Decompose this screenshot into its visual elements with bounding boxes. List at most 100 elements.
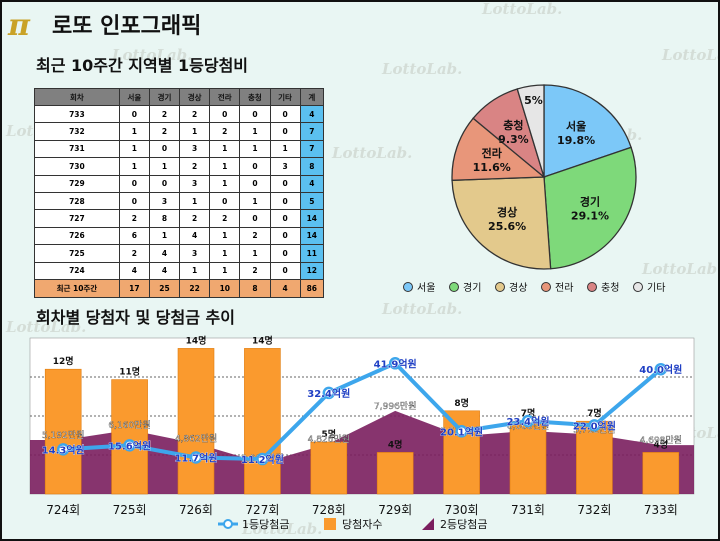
bar-data-label: 7명 — [587, 407, 602, 419]
legend-label: 2등당첨금 — [440, 518, 487, 531]
legend-bar-marker — [324, 518, 336, 530]
line-point — [588, 419, 601, 432]
line-point — [388, 357, 402, 370]
table-cell: 14 — [299, 226, 325, 246]
table-cell: 0 — [118, 104, 150, 124]
x-tick-label: 731회 — [511, 503, 545, 517]
table-cell: 1 — [239, 139, 271, 159]
bar-winners-724회 — [44, 368, 82, 495]
table-cell: 729 — [34, 174, 120, 193]
legend-area-marker — [422, 518, 434, 530]
bar-winners-726회 — [177, 348, 215, 495]
table-cell: 1 — [179, 261, 211, 280]
pie-slice-value: 11.6% — [473, 161, 511, 174]
pie-legend-marker — [587, 282, 597, 292]
table-cell: 3 — [179, 174, 211, 193]
table-row: 724 4 4 1 1 2 0 12 — [34, 261, 325, 280]
table-row: 731 1 0 3 1 1 1 7 — [34, 139, 325, 159]
table-summary-cell: 22 — [179, 278, 211, 298]
bar-data-label: 14명 — [186, 334, 207, 346]
watermark: LottoLab. — [482, 0, 563, 18]
line-point — [455, 425, 468, 438]
pie-slice-value: 29.1% — [571, 209, 609, 222]
table-header-cell: 충청 — [239, 88, 271, 106]
line-point — [521, 414, 535, 428]
pie-legend-marker — [541, 282, 551, 292]
watermark: LottoLab. — [112, 46, 193, 64]
table-cell: 1 — [209, 261, 241, 280]
table-cell: 11 — [299, 244, 325, 263]
line-point — [322, 386, 336, 400]
table-cell: 0 — [118, 174, 150, 193]
table-cell: 1 — [239, 191, 271, 211]
table-cell: 726 — [34, 226, 120, 246]
table-cell: 1 — [209, 139, 241, 159]
pie-legend-marker — [633, 282, 643, 292]
table-cell: 727 — [34, 209, 120, 228]
table-cell: 0 — [269, 209, 301, 228]
watermark: LottoLab. — [382, 300, 463, 318]
bar-winners-725회 — [111, 379, 148, 495]
line-point — [654, 362, 668, 376]
bar-winners-728회 — [310, 441, 348, 495]
table-cell: 3 — [179, 139, 211, 159]
pie-legend-label: 충청 — [601, 282, 619, 294]
area-data-label: 5,192만원 — [42, 430, 84, 441]
table-cell: 0 — [118, 191, 150, 211]
table-cell: 0 — [269, 244, 301, 263]
pie-slice-label: 5% — [524, 94, 543, 107]
pie-slice-label: 경기 — [580, 194, 600, 208]
bar-data-label: 4명 — [388, 438, 403, 450]
table-summary-cell: 25 — [148, 278, 181, 298]
line-data-label: 23.4억원 — [506, 415, 549, 428]
table-summary-cell: 4 — [269, 278, 301, 298]
x-tick-label: 727회 — [245, 503, 279, 517]
pie-slice-경상 — [451, 176, 552, 270]
table-cell: 2 — [239, 226, 271, 246]
pie-slice-서울 — [543, 84, 632, 178]
line-data-label: 22.0억원 — [573, 419, 616, 432]
line-data-label: 32.4억원 — [307, 387, 350, 400]
pie-legend-label: 경기 — [463, 281, 481, 294]
table-cell: 730 — [34, 157, 120, 176]
table-row: 730 1 1 2 1 0 3 8 — [34, 157, 325, 176]
table-cell: 0 — [239, 157, 271, 176]
bar-winners-731회 — [509, 420, 547, 495]
table-cell: 2 — [209, 209, 241, 228]
table-summary-cell: 17 — [118, 278, 150, 298]
watermark: LottoLab. — [662, 46, 718, 64]
table-section-title: 최근 10주간 지역별 1등당첨비 — [36, 56, 249, 75]
page-title: 로또 인포그래픽 — [52, 14, 202, 39]
table-cell: 0 — [239, 104, 271, 124]
x-tick-label: 732회 — [577, 503, 611, 517]
pie-slice-label: 경상 — [497, 205, 517, 219]
table-header-cell: 경기 — [148, 88, 181, 106]
line-data-label: 41.9억원 — [374, 357, 417, 370]
bar-winners-732회 — [576, 420, 613, 495]
table-cell: 0 — [269, 104, 301, 124]
line-1st-prize — [63, 361, 663, 462]
line-point — [56, 443, 70, 456]
table-row: 729 0 0 3 1 0 0 4 — [34, 174, 325, 193]
table-cell: 0 — [269, 174, 301, 193]
line-data-label: 20.1억원 — [440, 425, 483, 438]
line-point — [123, 439, 136, 452]
pie-slice-전라 — [451, 117, 546, 181]
area-data-label: 4,698만원 — [640, 435, 682, 446]
pie-slice-value: 19.8% — [557, 134, 595, 147]
watermark: LottoLab. — [332, 144, 413, 162]
watermark: LottoLab. — [642, 260, 720, 278]
table-cell: 4 — [118, 261, 150, 280]
bar-winners-730회 — [443, 410, 480, 495]
table-header-cell: 경상 — [179, 88, 211, 106]
table-cell: 12 — [299, 261, 325, 280]
table-summary-cell: 10 — [209, 278, 241, 298]
table-summary-cell: 8 — [239, 278, 271, 298]
legend-label: 당첨자수 — [342, 518, 382, 531]
pie-slice-기타 — [516, 84, 545, 178]
watermark: LottoLab. — [6, 318, 87, 336]
bar-winners-727회 — [244, 348, 281, 495]
table-header-cell: 회차 — [34, 88, 120, 106]
